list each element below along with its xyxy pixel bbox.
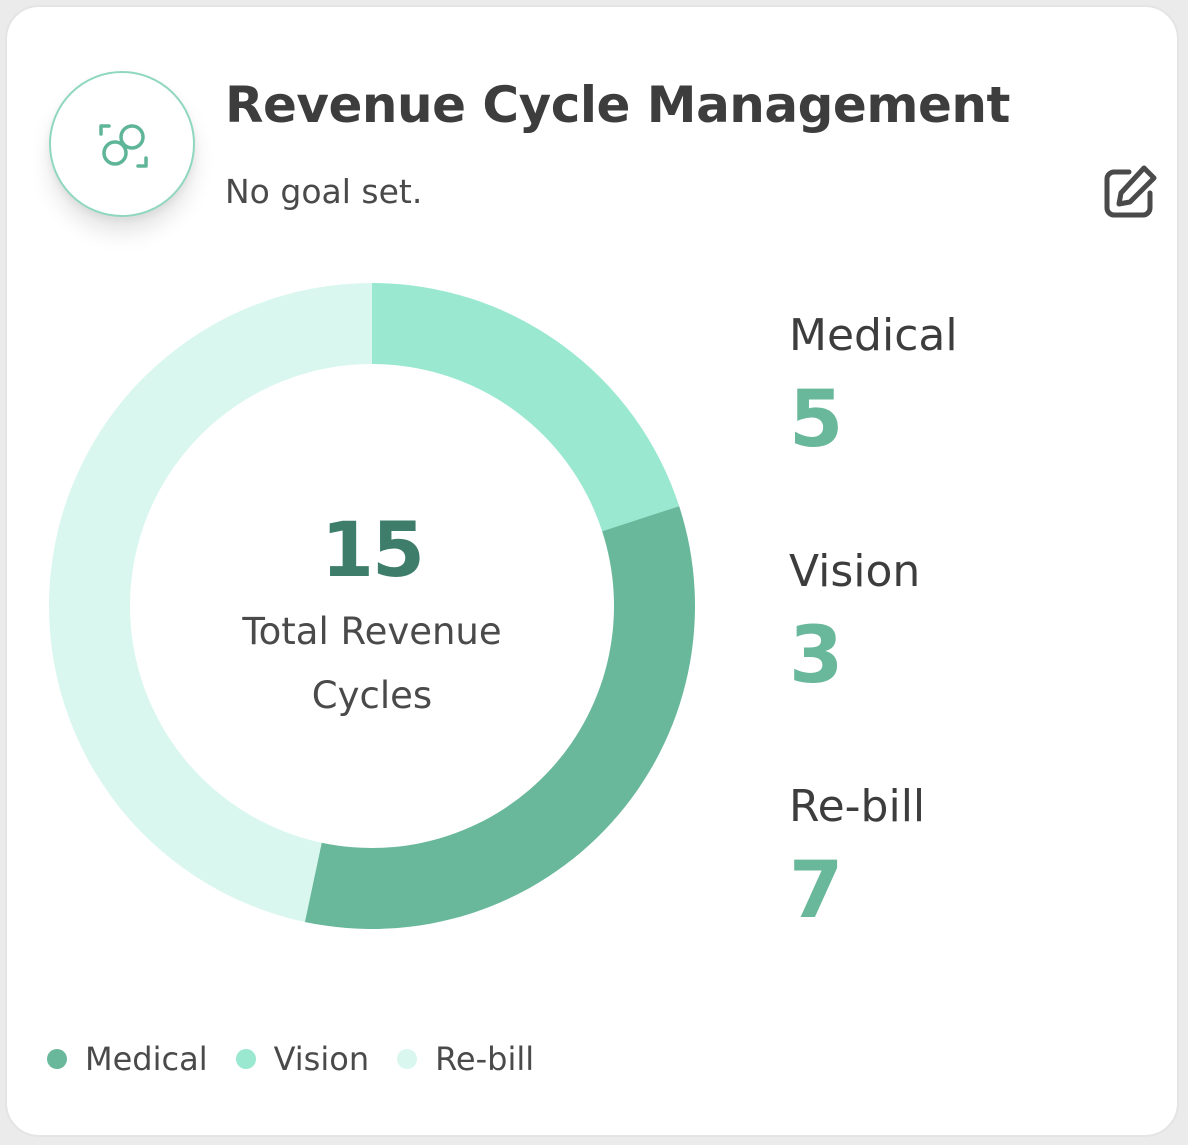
legend-dot-rebill: [397, 1049, 418, 1069]
goal-status: No goal set.: [225, 172, 423, 211]
legend-label-medical: Medical: [85, 1040, 208, 1078]
stat-medical: Medical 5: [789, 310, 958, 465]
revenue-cycle-icon-badge: [49, 71, 195, 217]
revenue-cycle-icon: [99, 124, 148, 168]
total-value: 15: [321, 505, 425, 594]
edit-icon: [1104, 165, 1157, 218]
total-label-line2: Cycles: [311, 674, 433, 717]
total-label: Total Revenue Cycles: [222, 600, 522, 728]
legend-label-rebill: Re-bill: [435, 1040, 535, 1078]
stat-rebill: Re-bill 7: [789, 781, 925, 936]
card-title: Revenue Cycle Management: [225, 76, 1010, 134]
donut-chart: [49, 283, 695, 929]
chart-legend: Medical Vision Re-bill: [47, 1040, 562, 1078]
stat-vision-label: Vision: [789, 546, 921, 597]
legend-item-rebill[interactable]: Re-bill: [397, 1040, 534, 1078]
donut-slice-rebill[interactable]: [49, 283, 372, 922]
legend-dot-vision: [235, 1049, 256, 1069]
stat-rebill-label: Re-bill: [789, 781, 926, 832]
stat-medical-label: Medical: [789, 310, 958, 361]
legend-item-medical[interactable]: Medical: [47, 1040, 208, 1078]
donut-slice-vision[interactable]: [372, 283, 680, 532]
legend-item-vision[interactable]: Vision: [235, 1040, 370, 1078]
legend-dot-medical: [47, 1049, 67, 1069]
stat-medical-value: 5: [789, 375, 844, 465]
total-label-line1: Total Revenue: [242, 610, 502, 653]
donut-slice-medical[interactable]: [304, 506, 695, 929]
edit-button[interactable]: [1100, 162, 1160, 222]
stat-vision-value: 3: [789, 611, 844, 701]
revenue-cycle-card: [5, 5, 1179, 1137]
stat-rebill-value: 7: [789, 846, 844, 936]
stat-vision: Vision 3: [789, 546, 920, 701]
legend-label-vision: Vision: [273, 1040, 370, 1078]
